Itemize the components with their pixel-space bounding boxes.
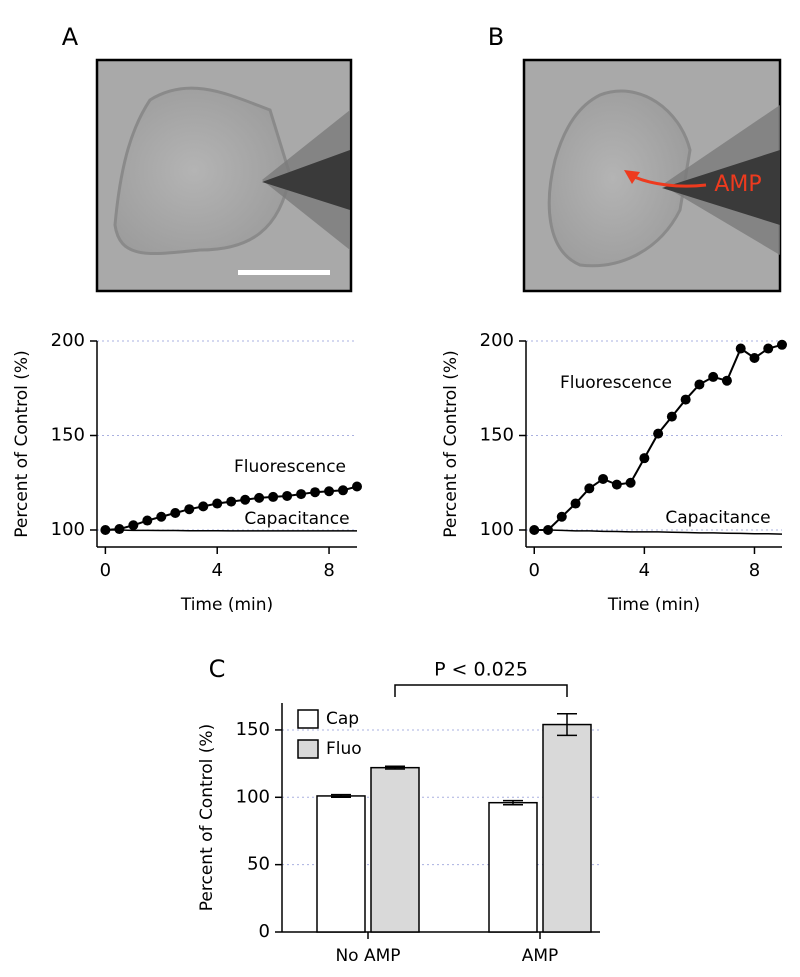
y-tick-label: 100 — [236, 786, 270, 807]
marker — [570, 498, 581, 509]
marker — [352, 481, 362, 492]
marker — [142, 515, 153, 526]
bar — [542, 723, 592, 933]
x-axis-label: Time (min) — [607, 595, 700, 615]
marker — [777, 339, 787, 350]
error-bar — [557, 713, 577, 737]
marker — [296, 489, 307, 500]
marker — [666, 411, 677, 422]
marker — [254, 492, 265, 503]
series-label: Capacitance — [665, 508, 770, 528]
marker — [639, 453, 650, 464]
marker — [310, 487, 321, 498]
marker — [338, 485, 349, 496]
series-label: Fluorescence — [234, 457, 346, 477]
x-tick-label: 0 — [100, 560, 111, 581]
marker — [128, 520, 139, 531]
marker — [240, 494, 251, 505]
x-tick-label: No AMP — [335, 946, 400, 966]
legend-swatch — [297, 709, 319, 729]
marker — [282, 490, 293, 501]
marker — [749, 353, 760, 364]
bar — [316, 795, 366, 933]
y-axis-label: Percent of Control (%) — [197, 724, 217, 911]
x-axis-label: Time (min) — [180, 595, 273, 615]
marker — [156, 511, 167, 522]
bar — [370, 766, 420, 933]
micrograph-b: AMP — [522, 58, 782, 293]
error-bar — [385, 765, 405, 770]
series-line — [105, 529, 357, 532]
bar — [488, 801, 538, 933]
marker — [653, 428, 664, 439]
panel-label: A — [62, 23, 79, 51]
x-tick-label: 8 — [749, 560, 760, 581]
marker — [556, 511, 567, 522]
y-tick-label: 150 — [51, 424, 85, 445]
panel-label: C — [209, 655, 226, 683]
micrograph-a — [95, 58, 353, 293]
y-tick-label: 50 — [247, 854, 270, 875]
x-tick-label: 0 — [529, 560, 540, 581]
series-label: Fluorescence — [560, 373, 672, 393]
significance-label: P < 0.025 — [434, 659, 528, 681]
y-tick-label: 100 — [480, 519, 514, 540]
marker — [735, 343, 746, 354]
x-tick-label: 4 — [211, 560, 222, 581]
marker — [763, 343, 774, 354]
marker — [680, 394, 691, 405]
legend-label: Cap — [326, 709, 359, 729]
marker — [198, 501, 209, 512]
y-tick-label: 200 — [51, 330, 85, 351]
marker — [170, 507, 181, 518]
series-label: Capacitance — [244, 509, 349, 529]
x-tick-label: 4 — [639, 560, 650, 581]
y-tick-label: 150 — [480, 424, 514, 445]
marker — [721, 375, 732, 386]
y-tick-label: 150 — [236, 719, 270, 740]
legend-swatch — [297, 739, 319, 759]
marker — [708, 371, 719, 382]
x-tick-label: 8 — [323, 560, 334, 581]
significance-bracket — [394, 684, 568, 697]
marker — [598, 473, 609, 484]
x-tick-label: AMP — [522, 946, 559, 966]
error-bar — [331, 793, 351, 799]
series-line — [534, 529, 783, 535]
legend-label: Fluo — [326, 739, 362, 759]
marker — [324, 486, 335, 497]
marker — [584, 483, 595, 494]
y-tick-label: 200 — [480, 330, 514, 351]
y-axis-label: Percent of Control (%) — [12, 350, 32, 537]
panel-label: B — [488, 23, 504, 51]
marker — [694, 379, 705, 390]
marker — [268, 491, 279, 502]
marker — [184, 504, 195, 515]
marker — [611, 479, 622, 490]
y-tick-label: 0 — [259, 921, 270, 942]
error-bar — [503, 799, 523, 806]
marker — [114, 524, 125, 535]
marker — [625, 477, 636, 488]
marker — [212, 498, 223, 509]
marker — [226, 496, 237, 507]
image-annotation: AMP — [714, 172, 761, 197]
y-tick-label: 100 — [51, 519, 85, 540]
y-axis-label: Percent of Control (%) — [441, 350, 461, 537]
